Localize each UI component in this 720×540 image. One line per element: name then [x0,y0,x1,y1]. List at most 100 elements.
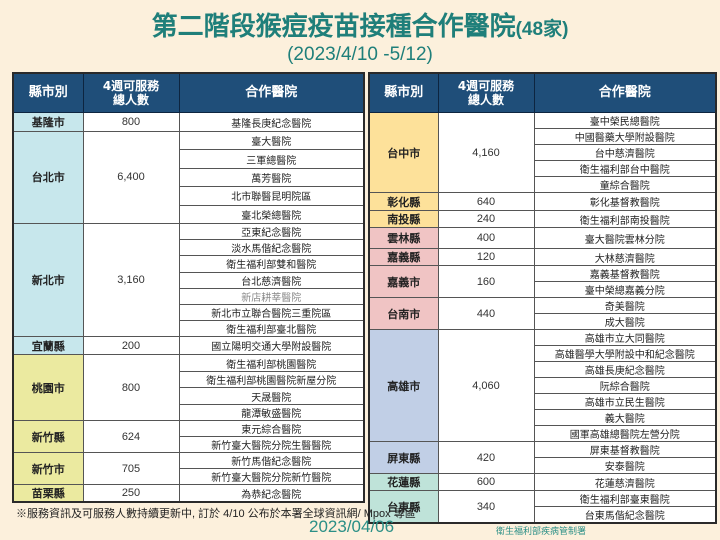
table-row: 衛生福利部臺北醫院 [13,320,365,338]
table-row: 臺北榮總醫院 [13,204,365,224]
title-suffix: (48家) [515,19,569,40]
table-row: 基隆市 800 基隆長庚紀念醫院 [12,112,365,132]
table-row: 台東縣 340 衛生福利部臺東醫院 [368,490,717,524]
hospital-cell: 台東馬偕紀念醫院 [533,506,717,524]
page-title: 第二階段猴痘疫苗接種合作醫院(48家) [0,6,720,43]
table-row: 新竹縣 624 東元綜合醫院 [12,420,365,454]
capacity-cell: 120 [437,248,535,266]
hospital-cell: 龍潭敏盛醫院 [178,403,365,422]
hospital-cell: 台中慈濟醫院 [533,144,717,161]
table-row: 新竹臺大醫院分院新竹醫院 [13,468,365,486]
table-header-row: 縣市別 4週可服務 總人數 合作醫院 [12,72,365,113]
county-cell: 彰化縣 [368,192,439,211]
hospital-cell: 中國醫藥大學附設醫院 [533,128,717,145]
hospital-cell: 國立陽明交通大學附設醫院 [178,336,365,356]
header-capacity-line2: 總人數 [112,93,149,107]
table-row: 嘉義市 160 嘉義基督教醫院 [368,265,717,298]
county-cell: 新竹市 [12,452,84,486]
county-cell: 雲林縣 [368,227,439,249]
hospital-cell: 高雄市立大同醫院 [533,329,717,346]
county-cell: 台南市 [368,297,439,330]
hospital-cell: 衛生福利部台中醫院 [533,160,717,177]
hospital-cell: 衛生福利部桃園醫院新屋分院 [178,370,365,389]
capacity-cell: 400 [437,227,535,249]
hospital-cell: 為恭紀念醫院 [178,484,365,503]
hospital-cell: 東元綜合醫院 [178,420,365,438]
table-row: 台中市 4,160 臺中榮民總醫院 [368,112,717,193]
table-row: 台南市 440 奇美醫院 [368,297,717,330]
county-cell: 南投縣 [368,210,439,228]
hospital-cell: 新店耕莘醫院 [178,287,365,305]
hospital-cell: 安泰醫院 [533,457,717,474]
page-subtitle: (2023/4/10 -5/12) [287,44,433,65]
header-hospitals: 合作醫院 [533,72,717,113]
table-row: 台東馬偕紀念醫院 [369,506,717,524]
hospital-cell: 童綜合醫院 [533,176,717,193]
table-row: 南投縣 240 衛生福利部南投醫院 [368,210,717,228]
capacity-cell: 640 [437,192,535,211]
county-cell: 苗栗縣 [12,484,84,503]
hospital-cell: 衛生福利部臺北醫院 [178,320,365,338]
hospital-cell: 臺北榮總醫院 [178,204,365,224]
county-cell: 台北市 [12,131,84,224]
hospital-cell: 成大醫院 [533,313,717,330]
header-hospitals: 合作醫院 [178,72,365,113]
footnote: ※服務資訊及可服務人數持續更新中, 訂於 4/10 公布於本署全球資訊網/ Mp… [16,508,416,520]
left-hospital-table: 縣市別 4週可服務 總人數 合作醫院 基隆市 800 基隆長庚紀念醫院 台北市 6… [12,72,365,504]
hospital-cell: 新竹馬偕紀念醫院 [178,452,365,470]
hospital-cell: 基隆長庚紀念醫院 [178,112,365,132]
county-cell: 新北市 [12,222,84,338]
county-cell: 嘉義縣 [368,248,439,266]
hospital-cell: 臺大醫院 [178,130,365,151]
capacity-cell: 800 [82,354,180,422]
county-cell: 台東縣 [368,490,439,524]
table-row: 雲林縣 400 臺大醫院雲林分院 [368,227,717,249]
county-cell: 台中市 [368,112,439,193]
header-capacity-line2: 總人數 [467,93,504,107]
table-row: 宜蘭縣 200 國立陽明交通大學附設醫院 [12,336,365,356]
county-cell: 基隆市 [12,112,84,132]
agency-name: 衛生福利部疾病管制署 [496,527,587,537]
county-cell: 屏東縣 [368,441,439,474]
hospital-cell: 三軍總醫院 [178,149,365,169]
table-row: 苗栗縣 250 為恭紀念醫院 [12,484,365,503]
hospital-cell: 衛生福利部雙和醫院 [178,255,365,273]
capacity-cell: 4,160 [437,112,535,193]
capacity-cell: 624 [82,420,180,454]
hospital-cell: 臺中榮民總醫院 [533,112,717,129]
capacity-cell: 160 [437,265,535,298]
right-hospital-table: 縣市別 4週可服務 總人數 合作醫院 台中市 4,160 臺中榮民總醫院 中國醫藥… [368,72,717,524]
hospital-cell: 花蓮慈濟醫院 [533,473,717,491]
hospital-cell: 萬芳醫院 [178,167,365,188]
hospital-cell: 奇美醫院 [533,297,717,314]
county-cell: 高雄市 [368,329,439,442]
hospital-cell: 亞東紀念醫院 [178,222,365,241]
table-header-row: 縣市別 4週可服務 總人數 合作醫院 [368,72,717,113]
publish-date: 2023/04/06 [309,517,395,536]
table-row: 花蓮縣 600 花蓮慈濟醫院 [368,473,717,491]
table-row: 彰化縣 640 彰化基督教醫院 [368,192,717,211]
header-county: 縣市別 [12,72,84,113]
hospital-cell: 衛生福利部南投醫院 [533,210,717,228]
table-row: 新竹市 705 新竹馬偕紀念醫院 [12,452,365,486]
hospital-cell: 嘉義基督教醫院 [533,265,717,282]
hospital-cell: 台北慈濟醫院 [178,271,365,289]
table-row: 嘉義縣 120 大林慈濟醫院 [368,248,717,266]
hospital-cell: 新竹臺大醫院分院新竹醫院 [178,468,365,486]
table-row: 新北市 3,160 亞東紀念醫院 [12,222,365,338]
header-capacity-line1: 4週可服務 [102,79,160,93]
capacity-cell: 600 [437,473,535,491]
hospital-cell: 新竹臺大醫院分院生醫醫院 [178,436,365,454]
hospital-cell: 北市聯醫昆明院區 [178,186,365,206]
hospital-cell: 彰化基督教醫院 [533,192,717,211]
hospital-cell: 淡水馬偕紀念醫院 [178,239,365,257]
capacity-cell: 440 [437,297,535,330]
capacity-cell: 240 [437,210,535,228]
hospital-cell: 高雄長庚紀念醫院 [533,361,717,378]
county-cell: 花蓮縣 [368,473,439,491]
county-cell: 嘉義市 [368,265,439,298]
table-row: 台北市 6,400 臺大醫院 [12,130,365,224]
hospital-cell: 高雄醫學大學附設中和紀念醫院 [533,345,717,362]
capacity-cell: 420 [437,441,535,474]
hospital-cell: 高雄市立民生醫院 [533,393,717,410]
